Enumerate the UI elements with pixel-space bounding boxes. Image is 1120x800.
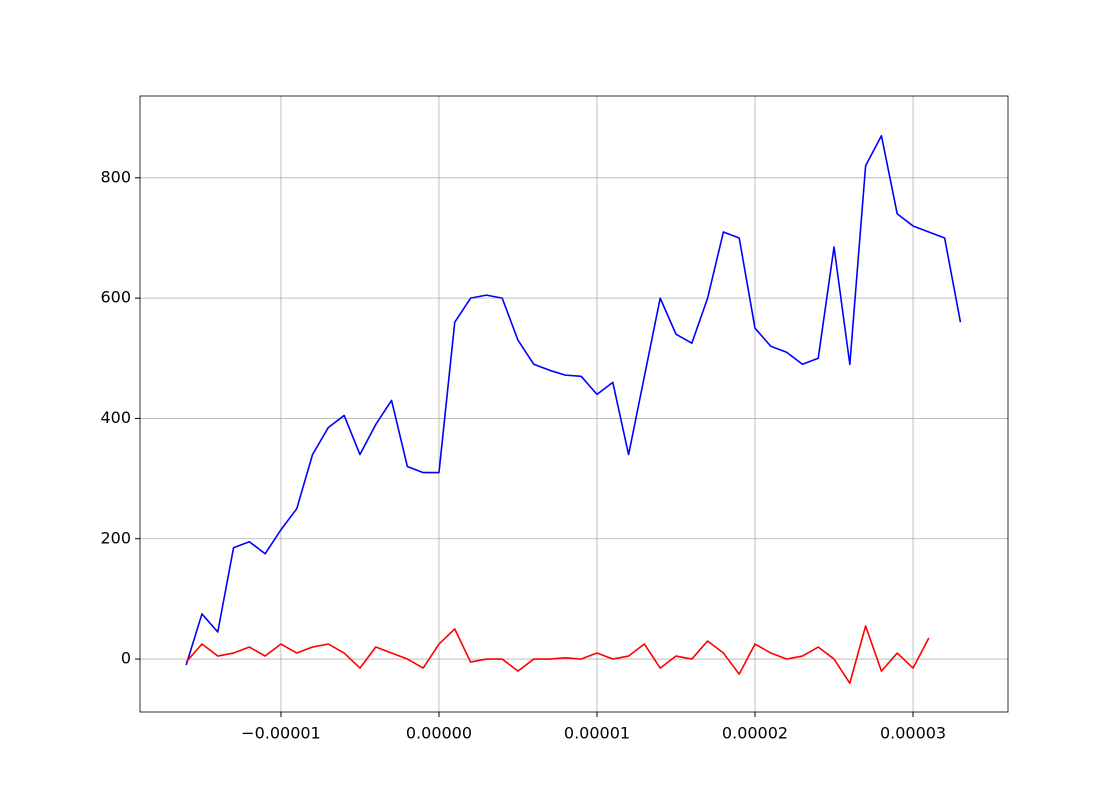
- x-tick-label: 0.00000: [406, 724, 472, 743]
- y-tick-label: 400: [100, 408, 131, 427]
- data-line: [185, 134, 962, 666]
- plot-frame: [139, 95, 1009, 713]
- x-tick-label: 0.00002: [722, 724, 788, 743]
- data-line: [185, 625, 930, 684]
- x-tick-label: 0.00001: [564, 724, 630, 743]
- y-tick-label: 600: [100, 288, 131, 307]
- x-tick-label: −0.00001: [241, 724, 321, 743]
- y-tick-label: 0: [121, 649, 131, 668]
- y-tick-label: 800: [100, 167, 131, 186]
- x-tick-label: 0.00003: [880, 724, 946, 743]
- y-tick-label: 200: [100, 528, 131, 547]
